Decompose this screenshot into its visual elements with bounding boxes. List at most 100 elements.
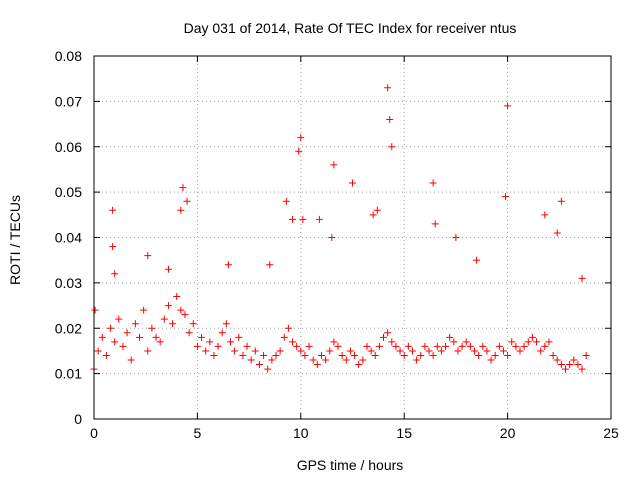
data-point xyxy=(280,333,288,341)
data-point xyxy=(131,320,139,328)
data-point xyxy=(437,347,445,355)
data-point xyxy=(268,356,276,364)
data-point xyxy=(206,338,214,346)
data-point xyxy=(264,365,272,373)
data-point xyxy=(582,351,590,359)
data-point xyxy=(359,356,367,364)
data-point xyxy=(183,197,191,205)
grid xyxy=(94,56,611,419)
data-point xyxy=(222,320,230,328)
data-point xyxy=(462,338,470,346)
data-point xyxy=(317,351,325,359)
data-point xyxy=(202,347,210,355)
y-tick-label: 0.08 xyxy=(55,48,82,64)
data-point xyxy=(135,333,143,341)
data-point xyxy=(537,347,545,355)
data-point xyxy=(388,338,396,346)
data-point xyxy=(289,338,297,346)
y-tick-label: 0.01 xyxy=(55,366,82,382)
data-point xyxy=(570,356,578,364)
data-point xyxy=(189,320,197,328)
data-point xyxy=(309,356,317,364)
data-point xyxy=(94,347,102,355)
data-point xyxy=(491,351,499,359)
data-point xyxy=(156,338,164,346)
axis-ticks: 0 5 10 15 20 25 0 0.01 0.02 0.03 0.04 0.05 0.06 0.07 0… xyxy=(55,48,619,441)
data-point xyxy=(293,342,301,350)
data-points xyxy=(90,84,590,373)
data-point xyxy=(553,356,561,364)
data-point xyxy=(98,333,106,341)
data-point xyxy=(431,220,439,228)
data-point xyxy=(210,351,218,359)
data-point xyxy=(144,252,152,260)
data-point xyxy=(342,356,350,364)
plot-frame xyxy=(93,55,612,420)
data-point xyxy=(473,256,481,264)
data-point xyxy=(119,342,127,350)
data-point xyxy=(313,361,321,369)
data-point xyxy=(160,315,168,323)
data-point xyxy=(235,333,243,341)
data-point xyxy=(533,338,541,346)
data-point xyxy=(392,342,400,350)
data-point xyxy=(226,338,234,346)
y-tick-label: 0.02 xyxy=(55,320,82,336)
y-tick-label: 0.06 xyxy=(55,139,82,155)
data-point xyxy=(305,342,313,350)
data-point xyxy=(421,342,429,350)
data-point xyxy=(218,329,226,337)
data-point xyxy=(255,361,263,369)
data-point xyxy=(502,193,510,201)
data-point xyxy=(369,211,377,219)
data-point xyxy=(214,342,222,350)
data-point xyxy=(495,342,503,350)
data-point xyxy=(346,347,354,355)
data-point xyxy=(562,365,570,373)
data-point xyxy=(528,333,536,341)
data-point xyxy=(375,342,383,350)
data-point xyxy=(404,342,412,350)
data-point xyxy=(169,320,177,328)
x-tick-label: 20 xyxy=(500,425,516,441)
data-point xyxy=(148,324,156,332)
data-point xyxy=(173,292,181,300)
data-point xyxy=(541,342,549,350)
x-tick-label: 5 xyxy=(194,425,202,441)
data-point xyxy=(299,215,307,223)
data-point xyxy=(425,347,433,355)
data-point xyxy=(400,351,408,359)
data-point xyxy=(471,347,479,355)
data-point xyxy=(524,338,532,346)
data-point xyxy=(179,184,187,192)
data-point xyxy=(239,351,247,359)
data-point xyxy=(504,351,512,359)
data-point xyxy=(330,338,338,346)
data-point xyxy=(384,329,392,337)
data-point xyxy=(504,102,512,110)
data-point xyxy=(446,333,454,341)
data-point xyxy=(338,351,346,359)
data-point xyxy=(111,338,119,346)
data-point xyxy=(442,342,450,350)
data-point xyxy=(289,215,297,223)
data-point xyxy=(386,116,394,124)
data-point xyxy=(557,197,565,205)
data-point xyxy=(152,333,160,341)
chart-title: Day 031 of 2014, Rate Of TEC Index for r… xyxy=(184,20,517,36)
data-point xyxy=(297,134,305,142)
x-tick-label: 0 xyxy=(90,425,98,441)
data-point xyxy=(454,347,462,355)
data-point xyxy=(367,347,375,355)
data-point xyxy=(243,342,251,350)
data-point xyxy=(557,361,565,369)
data-point xyxy=(512,342,520,350)
data-point xyxy=(479,342,487,350)
data-point xyxy=(198,333,206,341)
y-tick-label: 0.05 xyxy=(55,184,82,200)
data-point xyxy=(433,342,441,350)
data-point xyxy=(181,311,189,319)
data-point xyxy=(102,351,110,359)
data-point xyxy=(315,215,323,223)
